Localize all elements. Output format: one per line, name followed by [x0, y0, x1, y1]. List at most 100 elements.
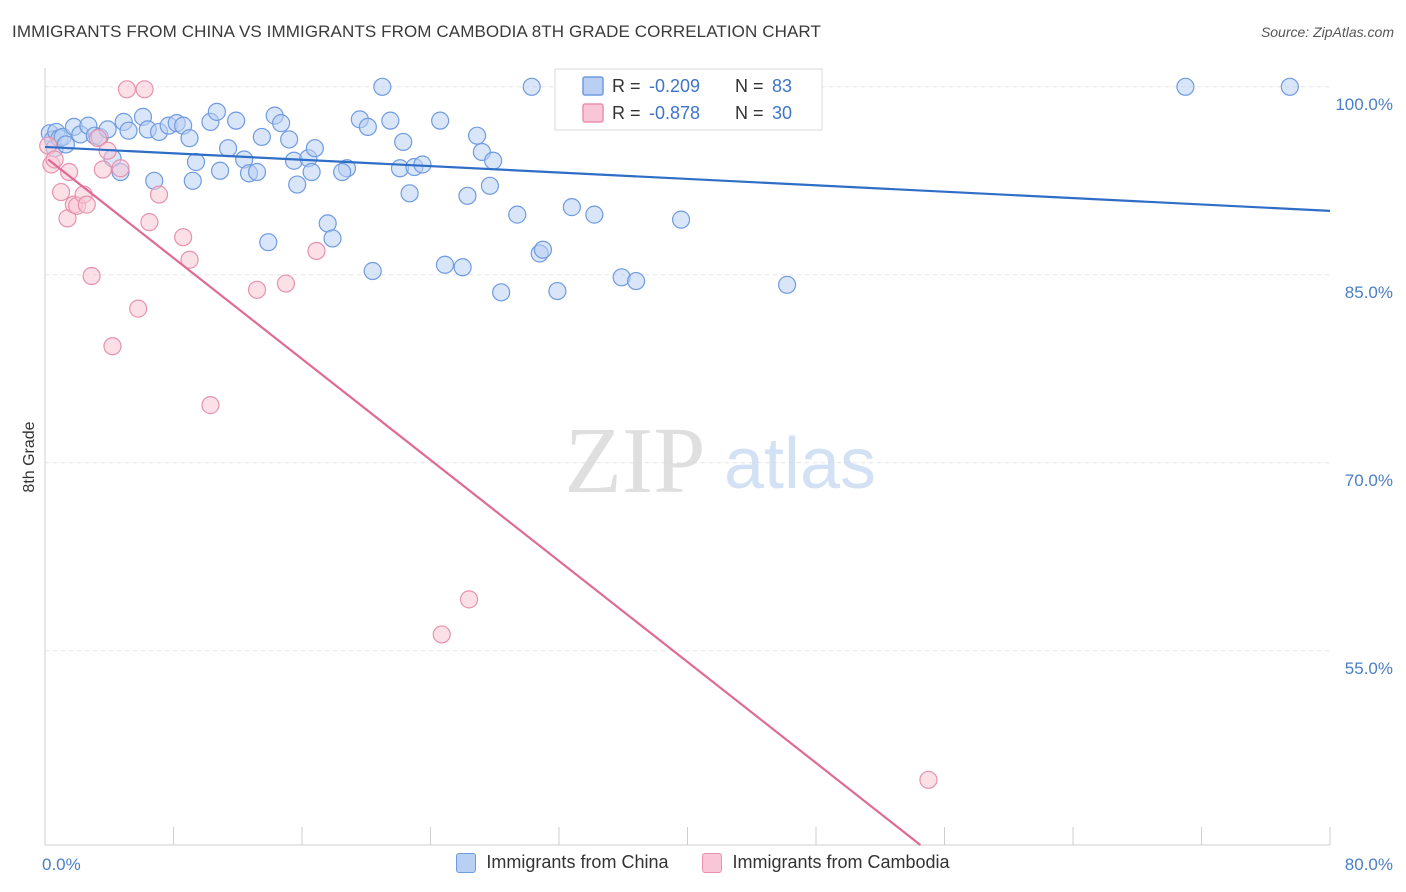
data-point-china	[1176, 77, 1195, 96]
data-point-china	[373, 77, 392, 96]
correlation-legend: R = -0.209 N = 83 R = -0.878 N = 30	[554, 68, 823, 131]
data-point-cambodia	[82, 266, 101, 286]
data-point-china	[777, 275, 797, 294]
data-point-china	[381, 111, 400, 130]
legend-r-label-china: R =	[612, 76, 641, 96]
data-point-cambodia	[77, 195, 96, 214]
data-point-cambodia	[432, 625, 451, 644]
trend-line-china	[44, 145, 1331, 212]
data-point-china	[480, 176, 500, 195]
data-point-china	[210, 161, 230, 180]
data-point-china	[562, 198, 581, 217]
data-point-china	[400, 184, 419, 203]
data-point-cambodia	[135, 80, 154, 99]
data-point-china	[259, 233, 278, 252]
data-point-china	[56, 135, 75, 154]
chart-title: IMMIGRANTS FROM CHINA VS IMMIGRANTS FROM…	[12, 22, 821, 41]
legend-r-value-china: -0.209	[649, 76, 700, 96]
data-point-china	[119, 121, 138, 140]
legend-n-value-china: 83	[772, 76, 792, 96]
data-point-cambodia	[307, 241, 326, 261]
data-point-china	[435, 255, 455, 274]
data-point-china	[302, 162, 321, 182]
legend-swatch-cambodia-bottom	[702, 852, 723, 873]
data-point-cambodia	[180, 250, 199, 269]
data-point-china	[323, 229, 342, 248]
data-point-china	[453, 258, 472, 277]
bottom-legend-cambodia: Immigrants from Cambodia	[702, 852, 950, 873]
data-point-china	[207, 102, 226, 121]
data-point-china	[363, 261, 382, 281]
data-point-cambodia	[276, 274, 296, 293]
bottom-legend-label-cambodia: Immigrants from Cambodia	[732, 852, 950, 872]
watermark-zip: ZIP	[565, 409, 706, 513]
data-point-cambodia	[59, 162, 79, 182]
data-point-china	[394, 132, 413, 152]
data-point-china	[671, 210, 691, 229]
y-tick-label: 100.0%	[1335, 95, 1393, 114]
data-point-china	[305, 139, 324, 158]
legend-swatch-china-bottom	[456, 852, 477, 873]
trend-line-cambodia	[47, 158, 922, 846]
data-point-china	[252, 127, 271, 147]
legend-n-label-cambodia: N =	[735, 103, 764, 123]
data-point-china	[492, 283, 511, 302]
data-point-cambodia	[919, 770, 938, 789]
y-tick-label: 55.0%	[1345, 659, 1393, 678]
axes	[44, 68, 1331, 846]
data-point-china	[186, 152, 206, 172]
data-point-china	[508, 205, 527, 224]
data-point-cambodia	[459, 590, 479, 609]
data-point-cambodia	[117, 80, 137, 99]
data-point-china	[484, 151, 503, 170]
data-point-cambodia	[149, 185, 169, 204]
data-point-china	[1280, 77, 1299, 96]
tick-labels: 100.0% 85.0% 70.0% 55.0% 0.0% 80.0%	[42, 95, 1393, 874]
source-label: Source: ZipAtlas.com	[1260, 24, 1394, 40]
x-tick-label: 0.0%	[42, 855, 81, 874]
y-tick-label: 70.0%	[1345, 471, 1393, 490]
data-point-china	[318, 214, 337, 233]
data-point-china	[626, 271, 646, 291]
data-point-china	[585, 205, 604, 224]
legend-r-label-cambodia: R =	[612, 103, 641, 123]
data-point-china	[272, 114, 291, 133]
bottom-legend-label-china: Immigrants from China	[486, 852, 669, 872]
data-point-cambodia	[88, 129, 108, 148]
data-point-cambodia	[51, 182, 71, 202]
data-point-china	[458, 186, 477, 205]
data-point-china	[247, 162, 267, 182]
data-point-cambodia	[174, 228, 193, 247]
x-tick-label: 80.0%	[1345, 855, 1393, 874]
data-point-china	[288, 175, 307, 194]
y-axis-label: 8th Grade	[21, 421, 38, 492]
bottom-legend: Immigrants from China Immigrants from Ca…	[0, 852, 1406, 873]
data-point-cambodia	[111, 159, 130, 178]
data-point-china	[183, 171, 202, 190]
data-point-china	[280, 130, 299, 149]
trend-lines	[44, 145, 1331, 846]
data-point-china	[333, 162, 352, 182]
legend-r-value-cambodia: -0.878	[649, 103, 700, 123]
data-point-cambodia	[129, 299, 148, 318]
grid-lines	[45, 86, 1330, 652]
data-point-china	[180, 129, 199, 148]
data-point-cambodia	[45, 150, 64, 169]
legend-n-value-cambodia: 30	[772, 103, 792, 123]
y-tick-label: 85.0%	[1345, 283, 1393, 302]
data-point-china	[522, 77, 541, 96]
watermark-atlas: atlas	[724, 424, 876, 504]
data-point-cambodia	[247, 280, 267, 299]
data-point-china	[533, 240, 553, 259]
data-point-china	[358, 117, 377, 137]
data-point-cambodia	[201, 396, 220, 415]
data-point-cambodia	[140, 213, 159, 232]
data-point-china	[431, 111, 450, 130]
data-point-china	[467, 126, 487, 145]
data-point-cambodia	[93, 160, 112, 179]
legend-swatch-cambodia	[582, 103, 604, 123]
data-point-china	[548, 281, 567, 301]
legend-n-label-china: N =	[735, 76, 764, 96]
data-point-china	[219, 139, 238, 158]
